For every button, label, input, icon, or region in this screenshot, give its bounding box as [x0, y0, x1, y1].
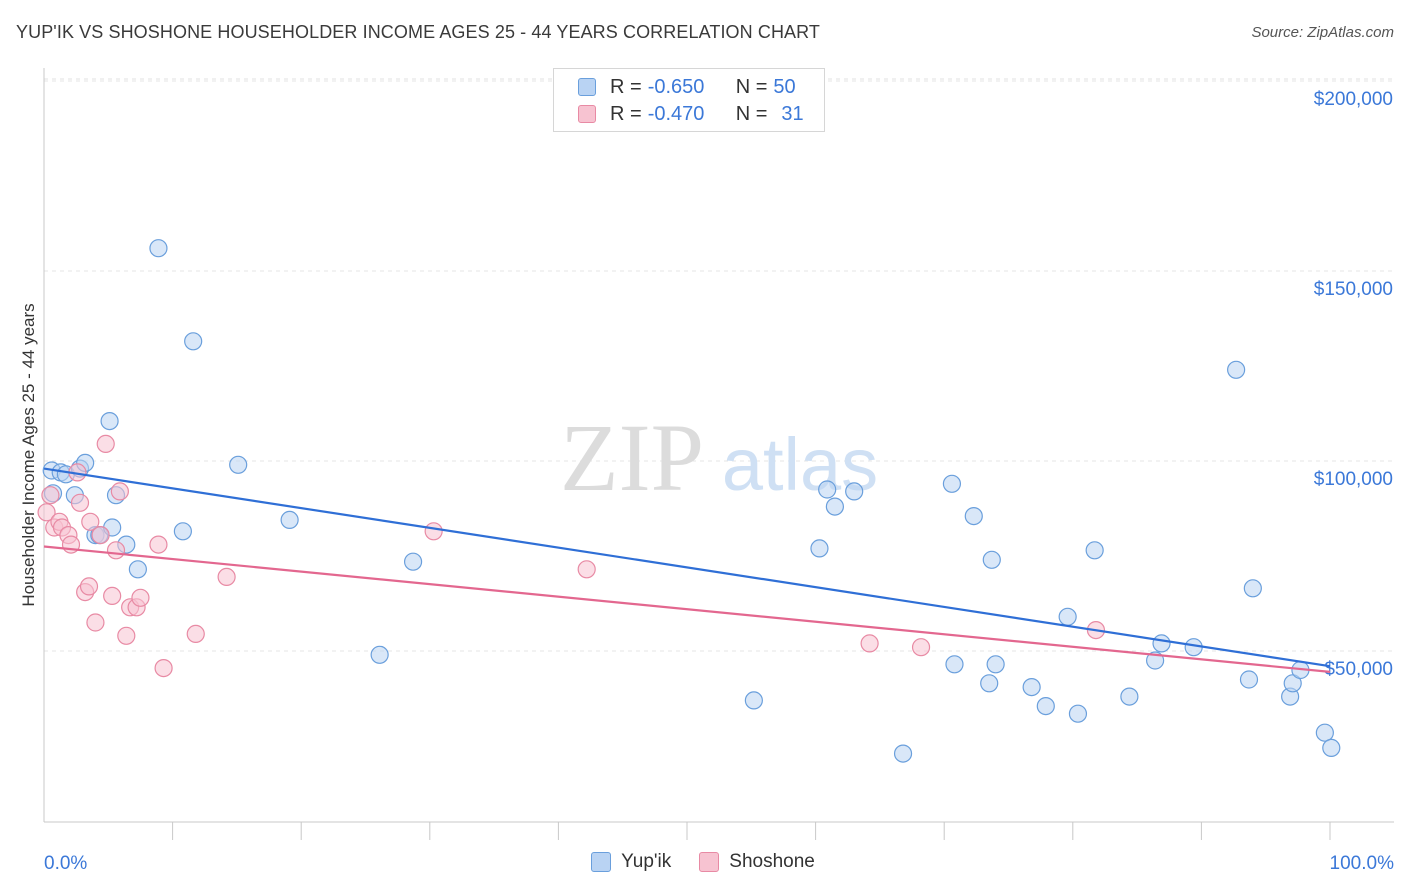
correlation-legend: R = -0.650 N = 50 R = -0.470 N = 31 [553, 68, 825, 132]
data-point-shoshone [96, 434, 115, 453]
trend-layer [43, 467, 1331, 673]
data-point-shoshone [110, 482, 129, 501]
data-point-yupik [100, 412, 119, 431]
x-tick-label: 100.0% [1330, 853, 1395, 874]
data-point-shoshone [154, 658, 173, 678]
data-point-yupik [149, 239, 168, 258]
legend-r-value: -0.650 [647, 75, 705, 98]
legend-n-value: 50 [773, 75, 796, 98]
data-point-shoshone [217, 567, 236, 587]
series-legend-item-yupik[interactable]: Yup'ik [591, 851, 671, 873]
y-tick-label: $150,000 [1314, 279, 1393, 300]
chart-title: YUP'IK VS SHOSHONE HOUSEHOLDER INCOME AG… [16, 22, 821, 42]
data-point-shoshone [79, 577, 99, 596]
source-credit: Source: ZipAtlas.com [1251, 24, 1394, 41]
data-point-yupik [1085, 541, 1104, 560]
legend-row-shoshone: R = -0.470 N = 31 [578, 101, 804, 127]
data-point-shoshone [41, 486, 60, 505]
data-point-yupik [1036, 696, 1055, 716]
data-point-yupik [982, 550, 1001, 569]
data-point-shoshone [860, 634, 879, 653]
series-swatch-yupik [591, 852, 612, 872]
series-swatch-shoshone [699, 852, 720, 872]
data-point-yupik [744, 691, 763, 710]
data-point-yupik [184, 332, 203, 351]
y-axis-label: Householder Income Ages 25 - 44 years [19, 303, 38, 606]
data-point-yupik [1322, 738, 1341, 758]
legend-row-yupik: R = -0.650 N = 50 [578, 74, 796, 100]
series-legend-item-shoshone[interactable]: Shoshone [699, 851, 815, 873]
y-tick-label: $50,000 [1324, 659, 1393, 680]
data-point-yupik [229, 455, 248, 474]
data-point-shoshone [106, 541, 126, 560]
data-point-yupik [370, 645, 389, 664]
data-point-shoshone [911, 638, 931, 657]
legend-n-value: 31 [781, 102, 804, 125]
data-point-yupik [1315, 723, 1334, 742]
legend-r-label: R = [610, 102, 642, 125]
data-point-shoshone [117, 626, 136, 645]
data-point-yupik [825, 497, 844, 516]
data-point-yupik [945, 655, 964, 674]
data-point-shoshone [149, 535, 168, 554]
y-tick-label: $100,000 [1314, 469, 1393, 490]
x-tick-label: 0.0% [44, 853, 87, 874]
data-point-yupik [128, 560, 147, 579]
data-point-yupik [1022, 677, 1041, 697]
data-point-yupik [1152, 634, 1171, 653]
data-point-shoshone [70, 493, 90, 512]
data-point-shoshone [37, 503, 56, 522]
data-point-shoshone [86, 613, 105, 632]
legend-swatch-yupik [578, 78, 596, 96]
y-tick-label: $200,000 [1314, 89, 1393, 110]
data-point-yupik [1227, 360, 1246, 379]
trend-line-shoshone [43, 545, 1331, 673]
legend-n-label: N = [735, 102, 768, 125]
data-point-yupik [818, 480, 837, 499]
data-point-yupik [964, 506, 983, 526]
series-label-yupik: Yup'ik [621, 851, 672, 872]
data-point-yupik [1239, 670, 1259, 689]
series-legend: Yup'ik Shoshone [0, 851, 1406, 873]
legend-r-label: R = [610, 75, 642, 98]
legend-swatch-shoshone [578, 105, 596, 123]
trend-line-yupik [43, 467, 1331, 668]
data-point-yupik [980, 674, 999, 693]
data-point-yupik [1068, 704, 1088, 723]
legend-n-label: N = [735, 75, 768, 98]
data-point-shoshone [91, 525, 110, 545]
data-point-yupik [1058, 607, 1077, 626]
axis-layer: $50,000 $100,000 $150,000 $200,000 0.0% 100.0… [43, 68, 1395, 874]
data-point-shoshone [577, 560, 596, 579]
data-point-yupik [942, 474, 962, 493]
data-point-shoshone [186, 624, 205, 644]
legend-r-value: -0.470 [647, 102, 705, 125]
watermark-zip: ZIP [560, 404, 704, 511]
data-point-shoshone [81, 512, 100, 531]
data-point-yupik [1120, 687, 1139, 706]
data-point-yupik [810, 539, 829, 558]
data-point-shoshone [424, 522, 443, 541]
series-label-shoshone: Shoshone [729, 851, 815, 872]
data-point-shoshone [103, 586, 122, 606]
data-point-shoshone [131, 588, 150, 607]
data-point-yupik [1243, 579, 1262, 598]
data-point-yupik [845, 482, 864, 501]
data-point-yupik [893, 744, 913, 763]
data-point-yupik [280, 510, 299, 530]
data-point-yupik [173, 522, 192, 541]
data-point-yupik [403, 552, 423, 571]
data-point-yupik [986, 655, 1005, 674]
